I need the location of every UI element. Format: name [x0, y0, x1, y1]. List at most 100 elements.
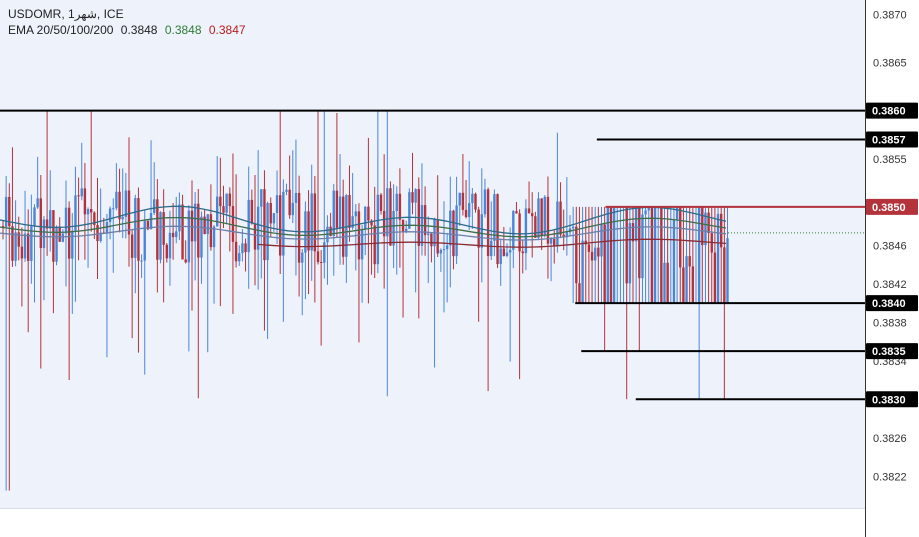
candle-body [411, 192, 414, 203]
level-badge-text: 0.3835 [872, 346, 906, 358]
candle-body [720, 213, 723, 248]
candle-body [105, 221, 109, 234]
candle-body [631, 223, 635, 242]
candle-body [701, 206, 704, 246]
candle-body [408, 192, 411, 229]
candle-body [445, 245, 449, 250]
candle-body [496, 194, 499, 265]
candle-body [316, 251, 320, 262]
candle-body [464, 209, 468, 218]
candle-body [502, 248, 506, 256]
candle-body [660, 206, 663, 304]
candle-body [159, 212, 162, 260]
candle-body [67, 207, 71, 259]
candle-body [168, 232, 172, 259]
candle-body [149, 212, 153, 230]
level-badge-0.3840 [866, 295, 918, 312]
candle-body [4, 196, 8, 227]
candle-body [691, 266, 695, 304]
candle-body [225, 193, 228, 213]
candle-body [156, 199, 159, 260]
level-badge-text: 0.3840 [872, 298, 906, 310]
candle-body [108, 208, 112, 222]
candle-body [423, 205, 427, 236]
chart-legend: USDOMR, 1شهر, ICE EMA 20/50/100/200 0.38… [8, 6, 250, 38]
candle-body [49, 210, 52, 229]
candle-body [256, 206, 260, 250]
candle-body [200, 216, 203, 258]
y-tick-label: 0.3822 [873, 471, 907, 483]
candle-body [143, 220, 146, 261]
candle-body [401, 219, 405, 233]
candle-body [512, 211, 515, 250]
candle-body [74, 195, 77, 231]
candle-body [546, 196, 550, 244]
candle-body [556, 201, 559, 246]
candle-body [537, 198, 540, 238]
candle-body [697, 206, 701, 304]
candle-body [628, 223, 632, 284]
candle-body [77, 195, 80, 197]
candle-body [650, 206, 654, 304]
candle-body [376, 194, 380, 265]
candle-body [647, 206, 650, 211]
candle-body [190, 210, 194, 242]
candle-body [395, 193, 398, 212]
candle-body [231, 206, 235, 242]
candle-body [565, 232, 569, 238]
candle-body [127, 190, 131, 235]
candle-body [112, 208, 115, 210]
candle-body [675, 206, 679, 220]
price-axis[interactable] [865, 0, 919, 537]
level-badge-text: 0.3850 [872, 202, 906, 214]
candle-body [414, 189, 417, 203]
symbol-title: USDOMR, 1شهر, ICE [8, 7, 124, 21]
ema-legend: EMA 20/50/100/200 0.3848 0.3848 0.3847 [8, 22, 250, 38]
candle-body [524, 208, 528, 254]
candle-body [23, 233, 27, 259]
candle-body [30, 226, 33, 261]
candle-body [430, 233, 433, 247]
candle-body [14, 232, 17, 261]
candle-body [86, 209, 90, 215]
ema-label: EMA 20/50/100/200 [8, 23, 114, 37]
candle-body [272, 213, 276, 224]
candle-body [590, 251, 594, 261]
candle-body [436, 219, 439, 254]
candle-body [584, 240, 587, 245]
candle-body [335, 190, 339, 228]
candle-body [527, 208, 531, 214]
candle-body [36, 198, 39, 208]
candle-body [329, 226, 332, 236]
candle-body [99, 232, 102, 242]
candle-body [52, 210, 55, 262]
candle-body [307, 211, 310, 251]
candle-body [559, 201, 562, 235]
candle-body [181, 204, 184, 260]
candle-body [27, 233, 30, 261]
candle-body [493, 194, 496, 241]
candle-body [486, 189, 490, 257]
candle-body [389, 188, 392, 246]
y-tick-label: 0.3870 [873, 9, 907, 21]
candle-body [118, 191, 121, 220]
candle-body [187, 210, 191, 263]
ema-200-line [257, 238, 727, 248]
time-axis[interactable] [0, 508, 865, 537]
level-badge-text: 0.3830 [872, 394, 906, 406]
candle-body [162, 212, 165, 245]
candle-body [386, 188, 389, 237]
candle-body [285, 189, 288, 192]
candle-body [641, 214, 644, 279]
candle-body [382, 210, 386, 237]
candle-body [562, 234, 565, 238]
candle-body [234, 241, 238, 262]
candle-body [379, 194, 383, 211]
candle-body [427, 233, 430, 236]
candle-body [587, 244, 591, 252]
candle-body [71, 230, 74, 259]
level-badge-text: 0.3857 [872, 135, 906, 147]
candle-body [549, 239, 553, 244]
candle-body [455, 205, 458, 257]
candle-body [269, 203, 272, 224]
